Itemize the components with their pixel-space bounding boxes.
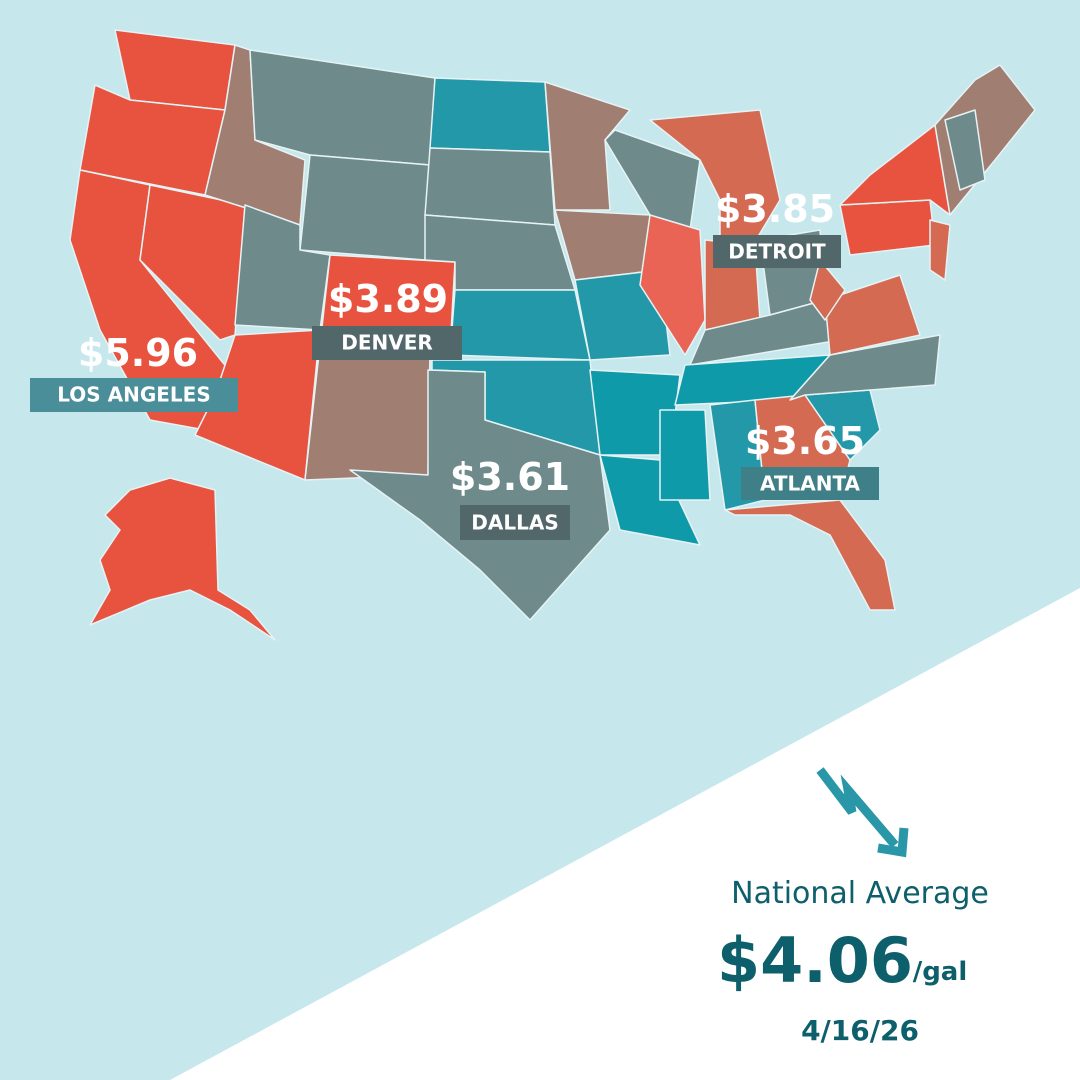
- city-name: DETROIT: [728, 240, 826, 264]
- city-price: $5.96: [78, 331, 198, 375]
- state: [544, 81, 631, 211]
- state: [429, 77, 551, 153]
- state: [839, 199, 936, 256]
- white-panel: [170, 588, 1080, 1080]
- state: [809, 259, 846, 321]
- city-name: DALLAS: [471, 511, 558, 535]
- state: [599, 454, 701, 546]
- city-box: [312, 326, 462, 360]
- state: [299, 154, 431, 261]
- city-name: ATLANTA: [760, 472, 861, 496]
- national-label: National Average: [731, 876, 989, 911]
- city-price: $3.85: [715, 187, 835, 231]
- state: [824, 274, 921, 356]
- state: [114, 29, 236, 111]
- city-price: $3.61: [450, 455, 570, 499]
- state: [639, 214, 706, 356]
- us-map: [69, 29, 1036, 641]
- city-price: $3.65: [745, 419, 865, 463]
- trend-arrow: [816, 767, 909, 858]
- state: [304, 344, 431, 481]
- city-box: [460, 505, 570, 540]
- state: [349, 369, 611, 621]
- state: [944, 109, 986, 191]
- city-name: DENVER: [341, 331, 433, 355]
- state: [449, 289, 591, 361]
- state: [89, 477, 276, 641]
- city-price: $3.89: [328, 277, 448, 321]
- state: [424, 147, 556, 226]
- national-price: $4.06: [717, 924, 913, 997]
- city-labels: $5.96 LOS ANGELES $3.89 DENVER $3.85 DET…: [30, 187, 879, 540]
- national-date: 4/16/26: [801, 1014, 919, 1047]
- state: [929, 219, 951, 281]
- city-box: [713, 235, 841, 268]
- city-name: LOS ANGELES: [57, 383, 211, 407]
- state: [724, 499, 896, 611]
- state: [659, 409, 711, 501]
- city-box: [741, 467, 879, 500]
- city-box: [30, 378, 238, 412]
- national-unit: /gal: [913, 957, 968, 987]
